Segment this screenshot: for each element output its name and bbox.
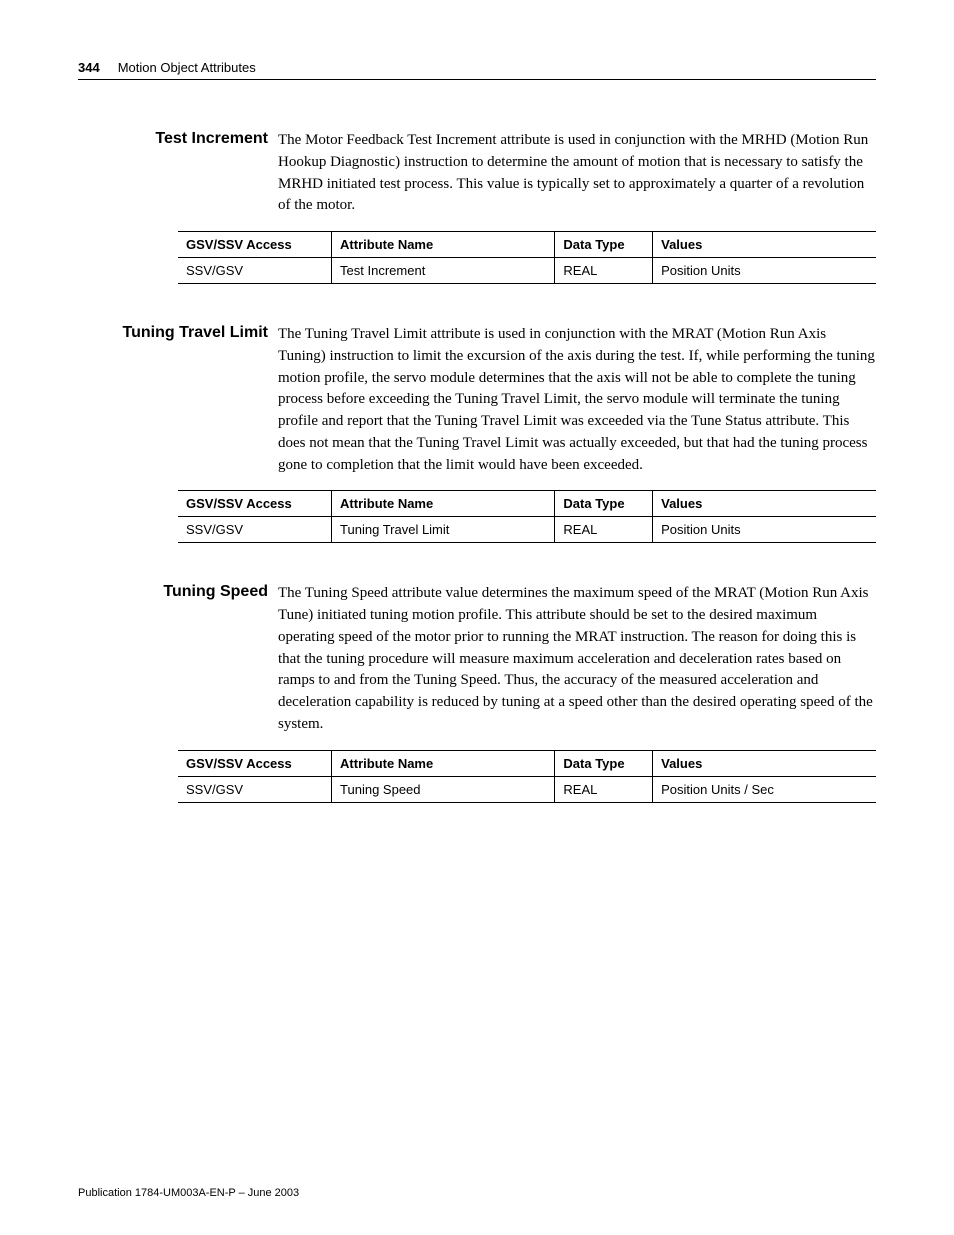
- table-header-row: GSV/SSV Access Attribute Name Data Type …: [178, 232, 876, 258]
- col-header-values: Values: [653, 232, 876, 258]
- section-tuning-speed: Tuning Speed The Tuning Speed attribute …: [78, 583, 876, 802]
- cell-type: REAL: [555, 258, 653, 284]
- col-header-type: Data Type: [555, 232, 653, 258]
- col-header-attr: Attribute Name: [332, 491, 555, 517]
- table-header-row: GSV/SSV Access Attribute Name Data Type …: [178, 491, 876, 517]
- cell-attr: Tuning Speed: [332, 776, 555, 802]
- cell-values: Position Units: [653, 258, 876, 284]
- publication-footer: Publication 1784-UM003A-EN-P – June 2003: [78, 1187, 299, 1199]
- cell-type: REAL: [555, 776, 653, 802]
- chapter-title: Motion Object Attributes: [118, 60, 256, 75]
- section-heading: Tuning Speed: [78, 583, 268, 735]
- col-header-access: GSV/SSV Access: [178, 491, 332, 517]
- section-tuning-travel-limit: Tuning Travel Limit The Tuning Travel Li…: [78, 324, 876, 543]
- col-header-attr: Attribute Name: [332, 750, 555, 776]
- cell-attr: Test Increment: [332, 258, 555, 284]
- section-body-text: The Motor Feedback Test Increment attrib…: [278, 130, 876, 217]
- table-row: SSV/GSV Test Increment REAL Position Uni…: [178, 258, 876, 284]
- table-row: SSV/GSV Tuning Travel Limit REAL Positio…: [178, 517, 876, 543]
- col-header-access: GSV/SSV Access: [178, 232, 332, 258]
- col-header-type: Data Type: [555, 750, 653, 776]
- cell-access: SSV/GSV: [178, 258, 332, 284]
- section-body-text: The Tuning Travel Limit attribute is use…: [278, 324, 876, 476]
- col-header-values: Values: [653, 750, 876, 776]
- table-header-row: GSV/SSV Access Attribute Name Data Type …: [178, 750, 876, 776]
- cell-values: Position Units: [653, 517, 876, 543]
- header-rule: [78, 79, 876, 80]
- section-heading: Test Increment: [78, 130, 268, 217]
- page-number: 344: [78, 60, 100, 75]
- attribute-table: GSV/SSV Access Attribute Name Data Type …: [178, 750, 876, 803]
- col-header-access: GSV/SSV Access: [178, 750, 332, 776]
- col-header-values: Values: [653, 491, 876, 517]
- section-test-increment: Test Increment The Motor Feedback Test I…: [78, 130, 876, 284]
- cell-values: Position Units / Sec: [653, 776, 876, 802]
- cell-access: SSV/GSV: [178, 517, 332, 543]
- section-heading: Tuning Travel Limit: [78, 324, 268, 476]
- cell-type: REAL: [555, 517, 653, 543]
- cell-attr: Tuning Travel Limit: [332, 517, 555, 543]
- cell-access: SSV/GSV: [178, 776, 332, 802]
- table-row: SSV/GSV Tuning Speed REAL Position Units…: [178, 776, 876, 802]
- section-body-text: The Tuning Speed attribute value determi…: [278, 583, 876, 735]
- col-header-attr: Attribute Name: [332, 232, 555, 258]
- page-header: 344 Motion Object Attributes: [78, 60, 876, 75]
- col-header-type: Data Type: [555, 491, 653, 517]
- attribute-table: GSV/SSV Access Attribute Name Data Type …: [178, 490, 876, 543]
- attribute-table: GSV/SSV Access Attribute Name Data Type …: [178, 231, 876, 284]
